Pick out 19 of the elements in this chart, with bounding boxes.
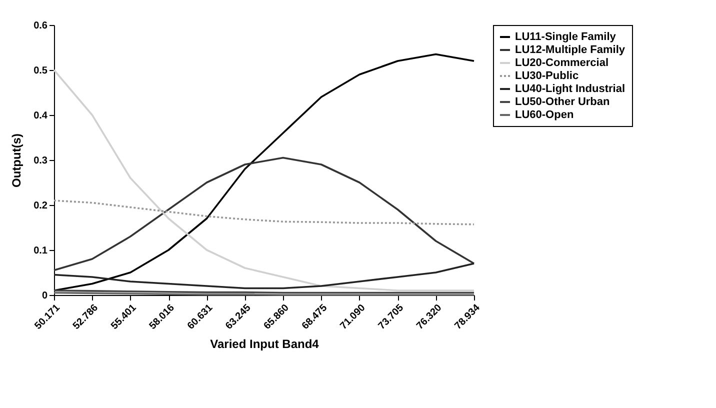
legend-label: LU50-Other Urban: [515, 96, 610, 108]
legend-label: LU12-Multiple Family: [515, 44, 626, 56]
y-tick-label: 0.3: [34, 156, 48, 166]
y-tick-label: 0.5: [34, 66, 48, 76]
legend-label: LU20-Commercial: [515, 57, 609, 69]
legend-label: LU60-Open: [515, 109, 574, 121]
y-tick-label: 0.2: [34, 200, 48, 212]
line-series: [53, 262, 475, 290]
y-tick-label: 0.6: [34, 20, 48, 32]
x-axis-title: Varied Input Band4: [210, 337, 320, 352]
y-axis-title: Output(s): [10, 134, 24, 188]
y-tick-label: 0: [42, 290, 48, 302]
legend-label: LU30-Public: [515, 70, 579, 82]
legend-label: LU11-Single Family: [515, 31, 617, 43]
y-tick-label: 0.4: [34, 110, 48, 122]
line-series: [53, 200, 475, 226]
line-series: [53, 156, 475, 272]
legend-label: LU40-Light Industrial: [515, 83, 625, 95]
y-tick-label: 0.1: [34, 246, 48, 256]
